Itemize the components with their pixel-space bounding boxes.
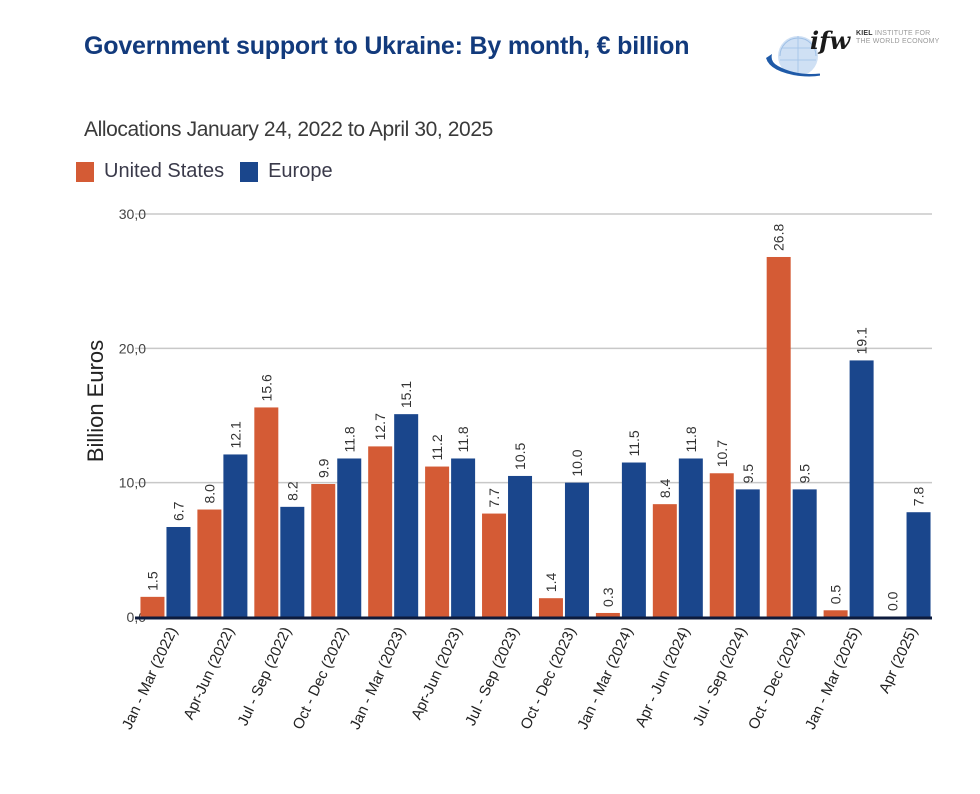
x-tick-label: Oct - Dec (2022) [290,625,352,733]
value-label-united-states: 7.7 [486,488,502,508]
bar-europe [280,506,305,617]
x-tick-label: Apr - Jun (2024) [632,625,693,730]
logo-org-name: KIEL INSTITUTE FOR THE WORLD ECONOMY [856,30,940,46]
bar-europe [849,360,874,617]
legend: United States Europe [76,160,349,183]
x-tick-label: Oct - Dec (2024) [745,625,807,733]
bar-united-states [766,256,791,617]
value-label-europe: 8.2 [284,481,300,501]
value-label-europe: 19.1 [854,327,870,354]
value-label-united-states: 0.0 [885,591,901,611]
x-tick-label: Jul - Sep (2022) [234,625,295,729]
bar-europe [508,475,533,617]
bars [140,256,931,617]
value-label-united-states: 10.7 [714,440,730,467]
bar-europe [621,462,646,617]
chart-subtitle: Allocations January 24, 2022 to April 30… [84,118,493,141]
bar-europe [906,512,931,617]
value-label-united-states: 1.5 [144,571,160,591]
value-label-united-states: 12.7 [372,413,388,440]
legend-label-europe: Europe [268,160,333,182]
x-tick-label: Apr-Jun (2022) [180,625,238,723]
x-axis-category-labels: Jan - Mar (2022) Apr-Jun (2022)Jul - Sep … [119,625,921,733]
x-tick-label: Jan - Mar (2025) [802,625,864,733]
value-label-europe: 11.5 [626,430,642,456]
bar-europe [564,482,589,617]
value-label-united-states: 26.8 [771,224,787,251]
logo-org-line1: KIEL [856,30,873,37]
bar-europe [792,489,817,617]
y-axis-ticks: 0,010,020,030,0 [119,206,146,625]
logo-org-line2: THE WORLD ECONOMY [856,38,940,45]
x-tick-label: Jan - Mar (2024) [574,625,636,733]
x-tick-label: Jul - Sep (2023) [462,625,523,729]
value-label-europe: 9.5 [740,464,756,484]
value-label-europe: 11.8 [683,426,699,452]
ifw-logo: ifw KIEL INSTITUTE FOR THE WORLD ECONOMY [760,26,960,86]
bar-united-states [652,504,677,617]
value-label-europe: 11.8 [341,426,357,452]
legend-item-europe[interactable]: Europe [240,160,333,183]
bar-united-states [140,596,165,617]
value-label-united-states: 8.4 [657,478,673,498]
bar-united-states [197,509,222,617]
bar-united-states [425,466,450,617]
y-tick-label: 10,0 [119,475,146,491]
value-label-united-states: 0.5 [828,585,844,605]
bar-united-states [823,610,848,617]
value-label-europe: 12.1 [227,421,243,448]
value-label-europe: 7.8 [911,487,927,507]
bar-united-states [368,446,393,617]
legend-item-united-states[interactable]: United States [76,160,224,183]
bar-europe [337,458,362,617]
x-tick-label: Jul - Sep (2024) [690,625,751,729]
y-tick-label: 30,0 [119,206,146,222]
bar-united-states [482,513,507,617]
bar-europe [735,489,760,617]
logo-org-line1-rest: INSTITUTE FOR [872,30,931,37]
globe-icon [766,36,820,77]
value-label-united-states: 1.4 [543,573,559,593]
bar-united-states [595,612,620,617]
value-label-europe: 10.0 [569,449,585,476]
y-tick-label: 20,0 [119,340,146,356]
chart-title: Government support to Ukraine: By month,… [84,32,690,60]
x-tick-label: Jan - Mar (2023) [347,625,409,733]
value-label-united-states: 9.9 [315,458,331,478]
x-tick-label: Jan - Mar (2022) [119,625,181,733]
x-tick-label: Apr-Jun (2023) [408,625,466,723]
value-labels: 1.5 6.7 8.0 12.1 15.6 8.2 9.9 11.8 12.7 15.1 11.2 1… [144,224,926,611]
x-tick-label: Apr (2025) [876,625,921,696]
bar-united-states [311,484,336,617]
bar-europe [166,526,191,617]
value-label-europe: 9.5 [797,464,813,484]
bar-united-states [538,598,563,617]
value-label-europe: 6.7 [170,501,186,521]
legend-swatch-europe [240,161,259,182]
bar-europe [678,458,703,617]
y-axis-label: Billion Euros [83,340,108,462]
bar-europe [451,458,476,617]
bar-europe [223,454,248,617]
legend-label-united-states: United States [104,160,225,182]
value-label-europe: 11.8 [455,426,471,452]
x-tick-label: Oct - Dec (2023) [517,625,579,733]
value-label-europe: 10.5 [512,442,528,469]
value-label-united-states: 8.0 [201,484,217,504]
bar-europe [394,414,419,617]
value-label-europe: 15.1 [398,381,414,408]
value-label-united-states: 0.3 [600,587,616,607]
value-label-united-states: 15.6 [258,374,274,401]
legend-swatch-united-states [76,161,94,182]
bar-united-states [709,473,734,617]
logo-mark: ifw [810,26,851,55]
bar-united-states [254,407,279,617]
value-label-united-states: 11.2 [429,434,445,460]
